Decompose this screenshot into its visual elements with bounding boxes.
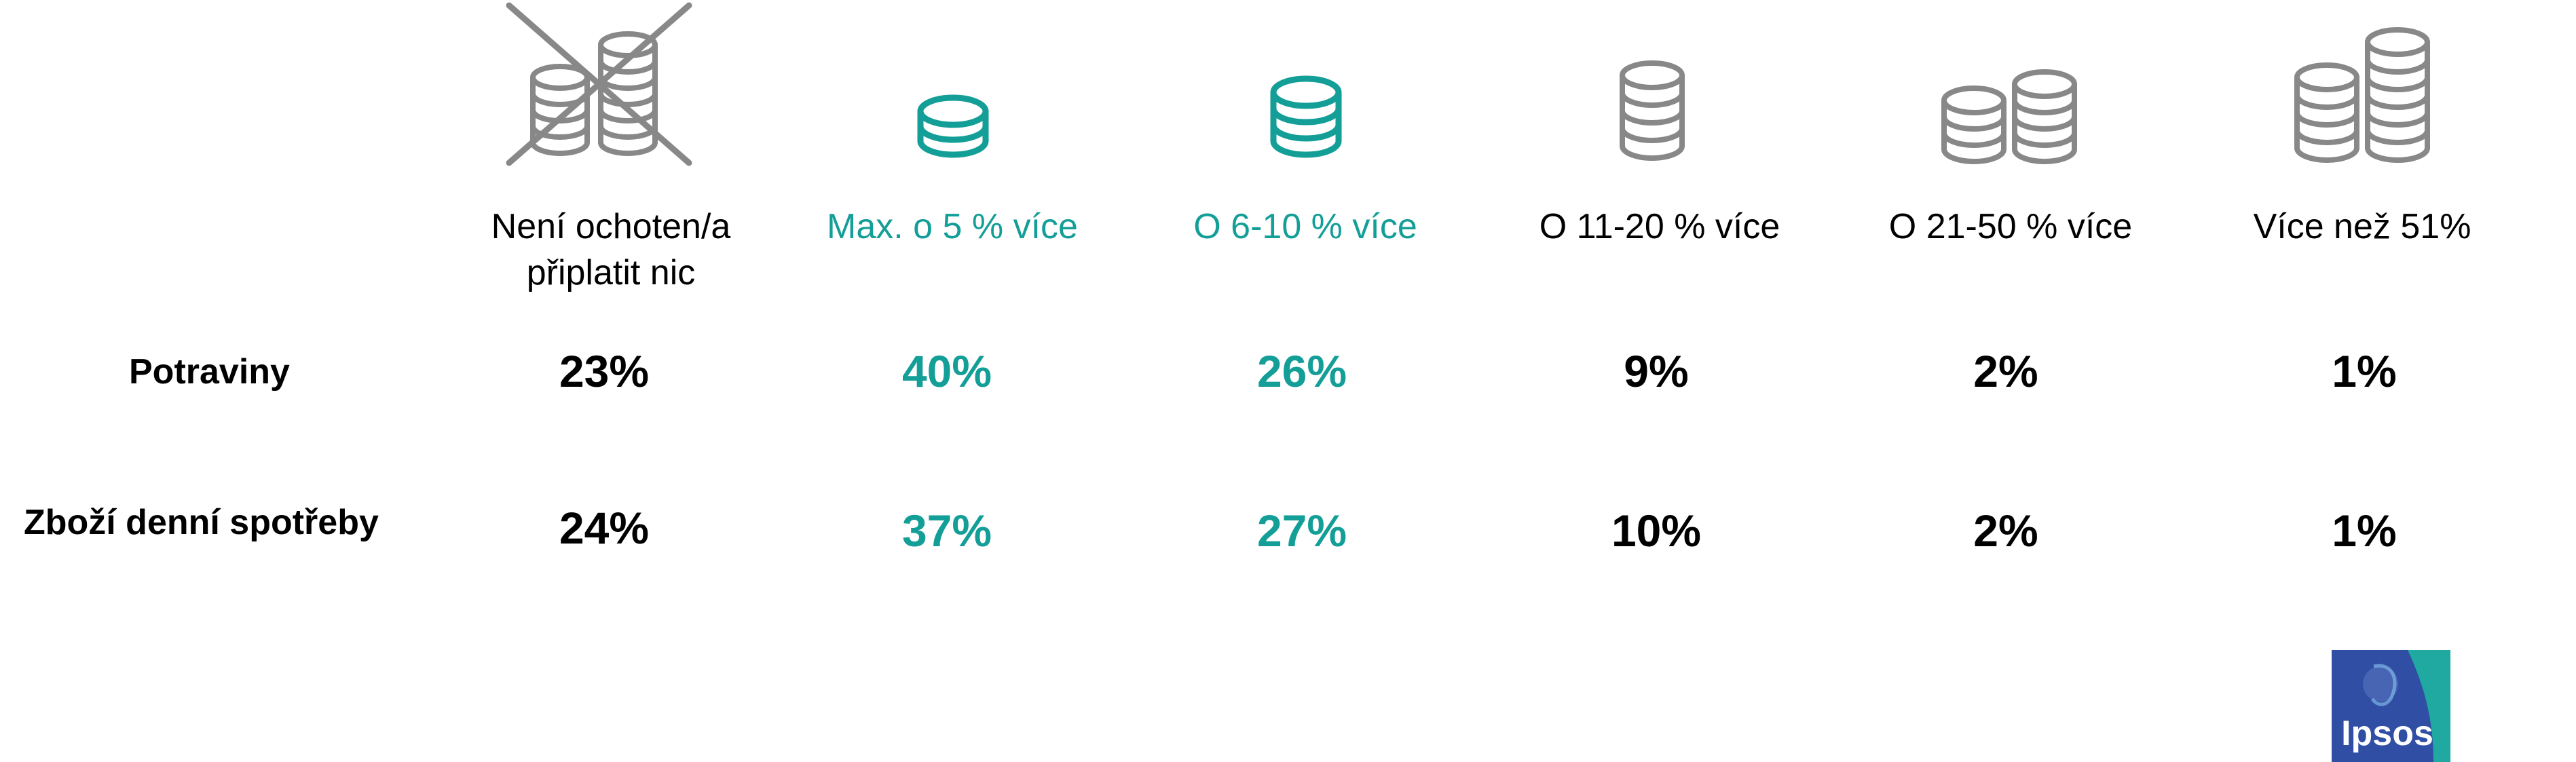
coin-stacks-tall-double-icon [2294,27,2430,163]
value-cell: 10% [1611,506,1702,556]
coin-stack [917,94,989,158]
value-cell: 2% [1973,506,2038,556]
coin-stack [2294,62,2359,163]
coin-stack [1270,75,1342,158]
coin-stack [2012,69,2077,164]
value-cell: 1% [2332,506,2397,556]
coin-stack-4-icon [1620,60,1685,161]
column-header-line: O 11-20 % více [1539,207,1780,246]
column-header-line: Více než 51% [2253,207,2471,246]
column-header: Není ochoten/a připlatit nic [434,204,787,296]
value-cell: 40% [901,346,992,396]
column-header-line: O 6-10 % více [1193,207,1417,246]
logo-text: Ipsos [2341,714,2433,753]
value-cell: 26% [1256,346,1347,396]
column-header: O 11-20 % více [1483,204,1836,250]
coin-stack [2365,27,2430,163]
value-cell: 9% [1624,346,1689,396]
coin-stack-2-icon [1270,75,1342,158]
row-label: Zboží denní spotřeby [24,503,379,542]
value-cell: 1% [2332,346,2397,396]
column-header-line: O 21-50 % více [1888,207,2133,246]
coins-crossed-icon [506,2,692,166]
column-header: O 21-50 % více [1834,204,2187,250]
column-header: O 6-10 % více [1129,204,1482,250]
value-cell: 24% [559,503,650,553]
ipsos-logo: Ipsos [2332,650,2450,762]
column-header: Více než 51% [2186,204,2539,250]
value-cell: 37% [901,506,992,556]
column-header: Max. o 5 % více [776,204,1129,250]
coin-stack [1620,60,1685,161]
column-header-line: Není ochoten/a připlatit nic [491,207,731,292]
coin-stack [530,64,590,156]
column-header-line: Max. o 5 % více [827,207,1078,246]
coin-stack-1-icon [917,94,989,158]
value-cell: 2% [1973,346,2038,396]
coin-stacks-double-icon [1941,69,2077,164]
value-cell: 27% [1256,506,1347,556]
cross-mark [506,2,692,166]
coin-stack [1941,85,2006,164]
row-label: Potraviny [129,352,290,392]
value-cell: 23% [559,346,650,396]
